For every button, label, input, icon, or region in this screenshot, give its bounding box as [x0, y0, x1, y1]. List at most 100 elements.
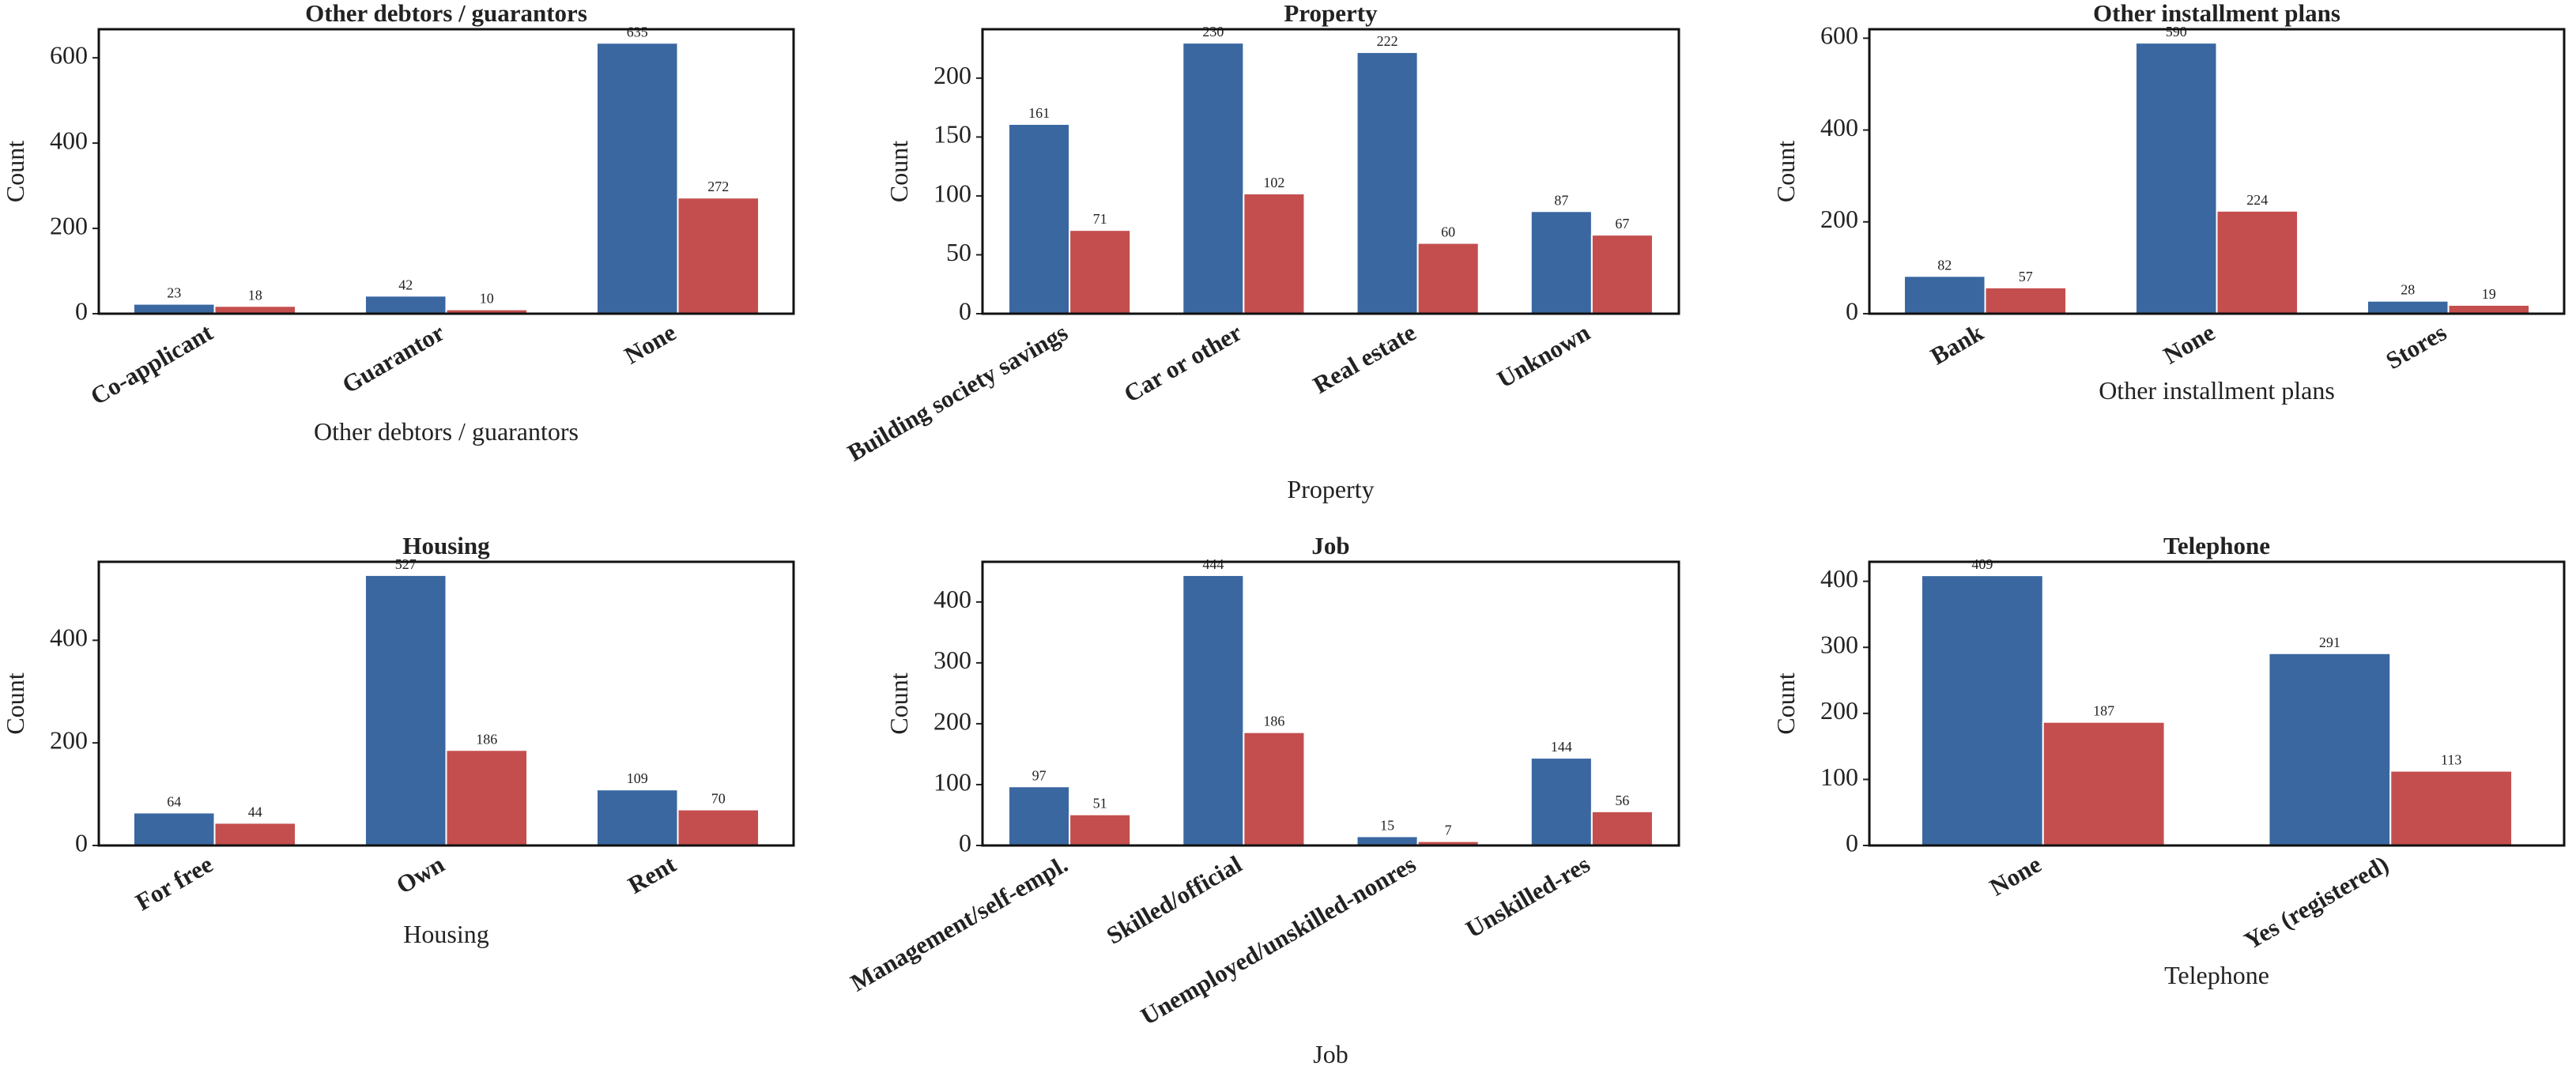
value-label: 113	[2441, 752, 2461, 768]
x-axis-label: Other debtors / guarantors	[314, 417, 579, 446]
x-tick-label: None	[1985, 850, 2046, 902]
value-label: 186	[1263, 714, 1284, 729]
value-label: 15	[1380, 817, 1394, 833]
bar	[595, 789, 679, 847]
x-axis-label: Job	[1313, 1040, 1348, 1068]
x-tick-label: Rent	[623, 849, 681, 899]
bar	[1590, 810, 1654, 847]
value-label: 144	[1551, 739, 1572, 755]
axes-frame	[981, 28, 1680, 315]
bar	[1243, 192, 1306, 314]
x-tick-label: Real estate	[1308, 318, 1420, 399]
value-label: 56	[1615, 793, 1629, 808]
y-tick-label: 100	[933, 179, 971, 207]
value-label: 161	[1028, 105, 1050, 121]
y-tick-label: 300	[933, 646, 971, 674]
value-label: 70	[711, 791, 726, 807]
bar	[1243, 731, 1306, 846]
value-label: 272	[707, 179, 729, 194]
value-label: 87	[1554, 192, 1568, 208]
x-tick-label: Unemployed/unskilled-nonres	[1136, 850, 1420, 1030]
x-tick-label: For free	[130, 850, 217, 917]
value-label: 60	[1441, 224, 1455, 240]
bar	[1529, 210, 1593, 314]
value-label: 67	[1615, 216, 1629, 232]
value-label: 57	[2019, 269, 2033, 284]
y-tick-label: 300	[1820, 631, 1858, 659]
y-tick-label: 0	[1846, 296, 1858, 325]
bar	[595, 42, 679, 315]
bar	[1416, 242, 1480, 315]
y-tick-label: 400	[50, 126, 88, 154]
bar	[2447, 303, 2531, 314]
subplot: 0 100 200 300 400 409 187 None 291 113 Yes (regist…	[1771, 532, 2566, 989]
y-tick-label: 0	[959, 296, 971, 325]
x-tick-label: None	[2159, 318, 2220, 370]
subplot: 0 100 200 300 400 97 51 Management/self-empl. 44…	[846, 532, 1680, 1068]
x-axis-label: Telephone	[2164, 961, 2269, 989]
y-tick-label: 50	[946, 238, 971, 266]
x-tick-label: None	[620, 318, 681, 370]
bar	[132, 812, 216, 846]
bar	[364, 574, 447, 846]
bar	[1008, 785, 1071, 846]
chart-title: Telephone	[2163, 532, 2270, 559]
subplot: 0 200 400 600 23 18 Co-applicant 42 10 Guarantor 6…	[1, 0, 795, 446]
y-axis-label: Count	[1771, 672, 1800, 734]
value-label: 109	[627, 770, 648, 786]
bar	[1069, 229, 1132, 315]
x-tick-label: Own	[391, 850, 449, 899]
x-tick-label: Skilled/official	[1102, 850, 1247, 950]
bar	[1529, 757, 1593, 847]
value-label: 527	[395, 556, 417, 572]
value-label: 590	[2166, 24, 2187, 40]
bar	[1182, 42, 1245, 315]
subplot: 0 200 400 64 44 For free 527 186 Own 109 70 Rent Hou…	[1, 532, 795, 948]
value-label: 28	[2401, 282, 2415, 298]
y-tick-label: 100	[933, 767, 971, 796]
value-label: 64	[167, 793, 181, 809]
bar	[213, 822, 297, 846]
y-tick-label: 200	[50, 211, 88, 239]
bar	[364, 295, 447, 314]
y-tick-label: 200	[1820, 205, 1858, 233]
y-tick-label: 400	[933, 585, 971, 613]
bar	[677, 808, 760, 847]
y-tick-label: 200	[933, 61, 971, 89]
y-tick-label: 400	[1820, 564, 1858, 593]
x-tick-label: Car or other	[1119, 318, 1247, 408]
value-label: 222	[1377, 33, 1398, 49]
y-axis-label: Count	[1, 672, 29, 734]
y-axis-label: Count	[884, 141, 913, 202]
bar	[2216, 209, 2299, 314]
value-label: 51	[1093, 796, 1107, 812]
bar	[1590, 234, 1654, 315]
axes-frame	[981, 560, 1680, 847]
y-tick-label: 400	[50, 623, 88, 652]
axes-frame	[97, 28, 795, 315]
y-tick-label: 600	[50, 41, 88, 70]
bar	[132, 303, 216, 315]
y-tick-label: 200	[50, 726, 88, 755]
value-label: 409	[1971, 556, 1993, 572]
y-axis-label: Count	[1771, 141, 1800, 202]
value-label: 44	[248, 804, 262, 819]
y-tick-label: 100	[1820, 763, 1858, 791]
value-label: 224	[2246, 192, 2268, 208]
chart-title: Other debtors / guarantors	[305, 0, 587, 27]
bar	[445, 749, 529, 846]
bar	[2134, 42, 2218, 315]
bar	[2389, 770, 2514, 847]
bar	[1069, 813, 1132, 847]
bar	[1182, 574, 1245, 846]
x-tick-label: Unknown	[1492, 318, 1594, 394]
y-tick-label: 150	[933, 120, 971, 149]
bar	[1903, 275, 1986, 314]
bar	[1008, 123, 1071, 314]
value-label: 230	[1202, 24, 1224, 40]
bar	[1356, 835, 1419, 847]
value-label: 444	[1202, 556, 1224, 572]
chart-title: Property	[1284, 0, 1378, 27]
value-label: 18	[248, 287, 262, 303]
y-tick-label: 200	[1820, 696, 1858, 725]
